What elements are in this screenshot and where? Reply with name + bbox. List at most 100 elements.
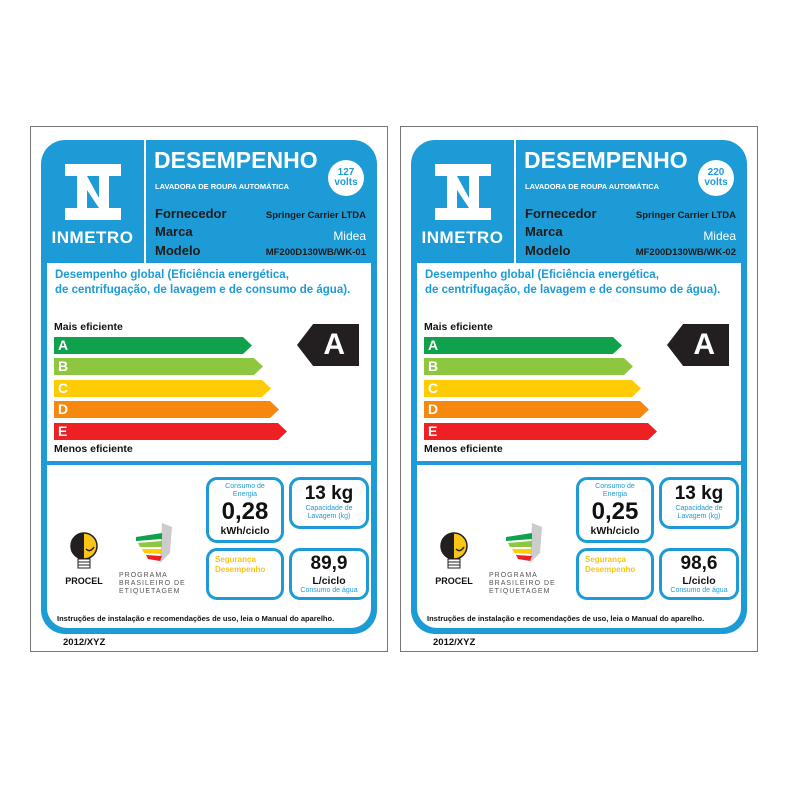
procel-logo: PROCEL	[64, 531, 104, 586]
pbe-logo: PROGRAMA BRASILEIRO DE ETIQUETAGEM	[119, 523, 194, 596]
label-code: 2012/XYZ	[433, 637, 476, 648]
brand-logo: Midea	[703, 229, 736, 243]
model-label: Modelo	[155, 243, 201, 258]
capacity-label-1: Capacidade de	[675, 505, 723, 512]
pbe-text-2: BRASILEIRO DE	[489, 580, 556, 587]
inmetro-logo: INMETRO	[411, 140, 514, 263]
class-bar-a: A	[54, 337, 252, 354]
pbe-text-2: BRASILEIRO DE	[119, 580, 186, 587]
brand-logo: Midea	[333, 229, 366, 243]
model-value: MF200D130WB/WK-02	[635, 247, 736, 258]
energy-label-220v: INMETRO DESEMPENHO LAVADORA DE ROUPA AUT…	[400, 126, 758, 652]
energy-consumption-box: Consumo de Energia 0,25 kWh/ciclo	[576, 477, 654, 543]
procel-bulb-icon	[70, 532, 98, 569]
least-efficient-label: Menos eficiente	[54, 443, 133, 455]
capacity-label-1: Capacidade de	[305, 505, 353, 512]
safety-box: Segurança Desempenho	[206, 548, 284, 600]
supplier-label: Fornecedor	[525, 206, 597, 221]
description-line-2: de centrifugação, de lavagem e de consum…	[55, 284, 351, 296]
capacity-value: 13 kg	[304, 483, 354, 504]
class-bar-d: D	[54, 401, 279, 418]
voltage-value: 127	[337, 167, 355, 178]
class-bar-c: C	[54, 380, 271, 397]
pbe-flag-icon	[505, 523, 542, 563]
water-consumption-box: 89,9 L/ciclo Consumo de água	[289, 548, 369, 600]
brand-label: Marca	[525, 224, 563, 239]
rating-arrow: A	[667, 324, 729, 366]
pbe-text-1: PROGRAMA	[119, 572, 168, 579]
capacity-label-2: Lavagem (kg)	[677, 513, 721, 520]
pbe-text-3: ETIQUETAGEM	[119, 588, 181, 595]
inmetro-n-icon	[65, 164, 121, 220]
capacity-value: 13 kg	[674, 483, 724, 504]
class-bar-b: B	[54, 358, 263, 375]
voltage-badge: 127 volts	[328, 160, 364, 196]
procel-logo: PROCEL	[434, 531, 474, 586]
class-bar-c: C	[424, 380, 641, 397]
model-label: Modelo	[525, 243, 571, 258]
class-bar-b: B	[424, 358, 633, 375]
least-efficient-label: Menos eficiente	[424, 443, 503, 455]
inmetro-text: INMETRO	[51, 228, 134, 247]
water-label: Consumo de água	[670, 587, 728, 594]
description-line-1: Desempenho global (Eficiência energética…	[425, 269, 659, 281]
water-unit: L/ciclo	[312, 575, 346, 587]
inmetro-n-icon	[435, 164, 491, 220]
rating-arrow: A	[297, 324, 359, 366]
energy-label-2: Energia	[602, 491, 628, 498]
voltage-badge: 220 volts	[698, 160, 734, 196]
pbe-text-3: ETIQUETAGEM	[489, 588, 551, 595]
instructions-text: Instruções de instalação e recomendações…	[57, 614, 335, 623]
energy-label-127v: INMETRO DESEMPENHO LAVADORA DE ROUPA AUT…	[30, 126, 388, 652]
inmetro-text: INMETRO	[421, 228, 504, 247]
supplier-value: Springer Carrier LTDA	[635, 210, 736, 221]
safety-line-1: Segurança	[585, 555, 626, 564]
safety-line-2: Desempenho	[585, 565, 636, 574]
label-title: DESEMPENHO	[524, 147, 688, 173]
water-label: Consumo de água	[300, 587, 358, 594]
section-separator	[41, 461, 377, 465]
section-separator	[411, 461, 747, 465]
brand-label: Marca	[155, 224, 193, 239]
voltage-value: 220	[707, 167, 725, 178]
instructions-text: Instruções de instalação e recomendações…	[427, 614, 705, 623]
energy-value: 0,28	[221, 498, 269, 525]
procel-bulb-icon	[440, 532, 468, 569]
energy-label-2: Energia	[232, 491, 258, 498]
procel-text: PROCEL	[65, 576, 103, 586]
energy-value: 0,25	[591, 498, 639, 525]
label-body: Desempenho global (Eficiência energética…	[41, 263, 377, 628]
water-value: 98,6	[680, 553, 718, 574]
energy-label-card: INMETRO DESEMPENHO LAVADORA DE ROUPA AUT…	[41, 140, 377, 634]
capacity-box: 13 kg Capacidade de Lavagem (kg)	[659, 477, 739, 529]
description-line-2: de centrifugação, de lavagem e de consum…	[425, 284, 721, 296]
inmetro-logo: INMETRO	[41, 140, 144, 263]
pbe-flag-icon	[135, 523, 172, 563]
capacity-box: 13 kg Capacidade de Lavagem (kg)	[289, 477, 369, 529]
class-bar-e: E	[54, 423, 287, 440]
energy-label-1: Consumo de	[225, 483, 265, 490]
pbe-logo: PROGRAMA BRASILEIRO DE ETIQUETAGEM	[489, 523, 564, 596]
procel-text: PROCEL	[435, 576, 473, 586]
most-efficient-label: Mais eficiente	[54, 321, 123, 333]
class-bar-a: A	[424, 337, 622, 354]
energy-unit: kWh/ciclo	[220, 525, 270, 537]
label-subtitle: LAVADORA DE ROUPA AUTOMÁTICA	[525, 182, 660, 191]
most-efficient-label: Mais eficiente	[424, 321, 493, 333]
label-body: Desempenho global (Eficiência energética…	[411, 263, 747, 628]
class-bar-e: E	[424, 423, 657, 440]
safety-line-2: Desempenho	[215, 565, 266, 574]
header-divider	[144, 140, 146, 263]
energy-label-1: Consumo de	[595, 483, 635, 490]
label-code: 2012/XYZ	[63, 637, 106, 648]
class-bar-d: D	[424, 401, 649, 418]
description-line-1: Desempenho global (Eficiência energética…	[55, 269, 289, 281]
pbe-text-1: PROGRAMA	[489, 572, 538, 579]
energy-unit: kWh/ciclo	[590, 525, 640, 537]
header-divider	[514, 140, 516, 263]
voltage-unit: volts	[704, 177, 728, 188]
label-title: DESEMPENHO	[154, 147, 318, 173]
water-value: 89,9	[310, 553, 348, 574]
safety-box: Segurança Desempenho	[576, 548, 654, 600]
supplier-value: Springer Carrier LTDA	[265, 210, 366, 221]
